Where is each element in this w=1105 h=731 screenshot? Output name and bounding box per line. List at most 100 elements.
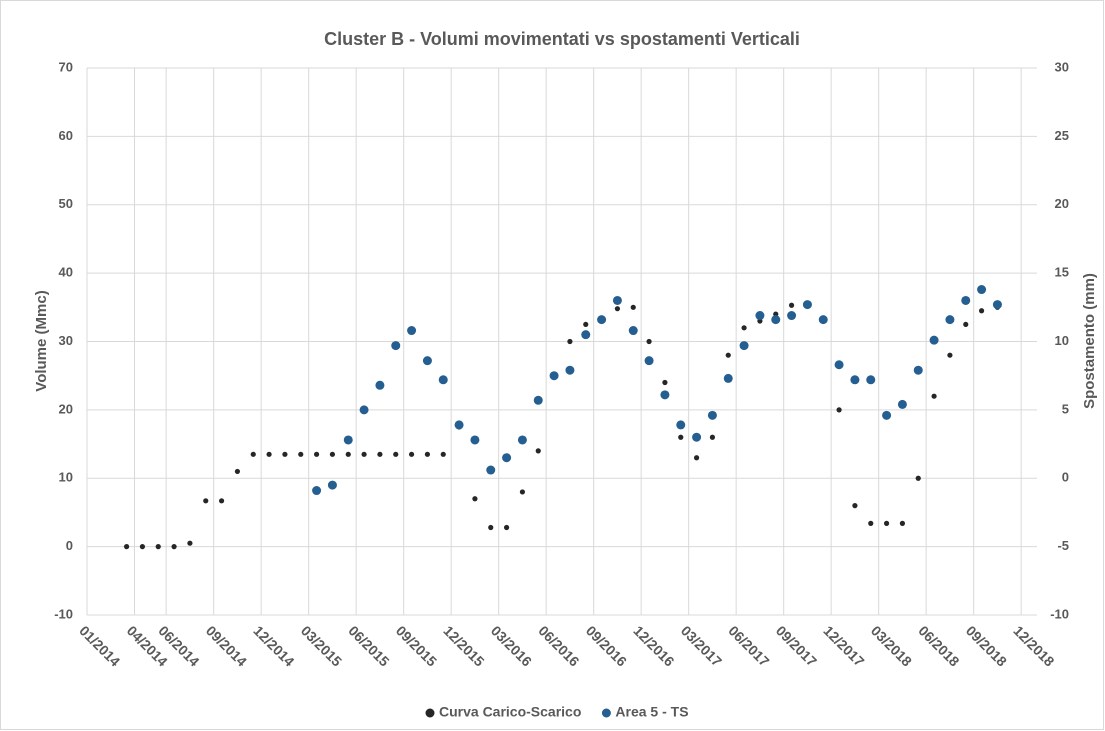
data-point [597, 315, 607, 325]
data-point [343, 435, 353, 445]
y2-tick-label: 0 [1062, 470, 1069, 485]
data-point [282, 451, 288, 457]
data-point [992, 300, 1002, 310]
data-point [834, 360, 844, 370]
data-point [535, 448, 541, 454]
data-point [391, 341, 401, 351]
data-point [361, 451, 367, 457]
data-point [486, 465, 496, 475]
data-point [454, 420, 464, 430]
data-point [345, 451, 351, 457]
data-point [583, 321, 589, 328]
data-point [533, 395, 543, 405]
data-point [802, 300, 812, 310]
data-point [755, 311, 765, 321]
data-point [868, 520, 874, 526]
y2-tick-label: 5 [1062, 401, 1069, 416]
data-point [171, 544, 177, 550]
legend-marker [601, 708, 611, 718]
data-point [614, 306, 621, 312]
data-point [883, 520, 890, 526]
data-point [393, 451, 399, 457]
data-point [662, 379, 668, 386]
data-point [503, 524, 510, 531]
data-point [470, 435, 480, 445]
data-point [203, 498, 209, 504]
data-point [440, 451, 446, 457]
data-point [709, 434, 716, 440]
y-tick-label: -10 [54, 606, 73, 621]
data-point [472, 496, 478, 502]
data-point [897, 399, 907, 409]
y-tick-label: 10 [59, 470, 73, 485]
data-point [488, 524, 494, 531]
data-point [771, 315, 781, 325]
data-point [723, 373, 733, 383]
data-point [630, 304, 636, 310]
y-tick-label: 20 [59, 401, 73, 416]
data-point [961, 295, 971, 305]
y-tick-label: 70 [59, 59, 73, 74]
data-point [788, 302, 795, 308]
data-point [787, 311, 797, 321]
data-point [931, 393, 937, 399]
data-point [266, 451, 272, 457]
data-point [678, 434, 684, 440]
data-point [693, 455, 700, 461]
data-point [836, 407, 842, 413]
y2-tick-label: 10 [1055, 333, 1069, 348]
data-point [218, 498, 225, 504]
data-point [408, 451, 415, 457]
data-point [298, 451, 304, 457]
data-point [438, 375, 448, 385]
y2-tick-label: 15 [1055, 265, 1069, 280]
data-point [327, 480, 337, 490]
y-tick-label: 60 [59, 128, 73, 143]
data-point [899, 520, 906, 526]
y-tick-label: 50 [59, 196, 73, 211]
y2-tick-label: 20 [1055, 196, 1069, 211]
data-point [945, 315, 955, 325]
data-point [424, 451, 431, 457]
data-point [977, 285, 987, 295]
y2-tick-label: 25 [1055, 128, 1069, 143]
data-point [565, 365, 575, 375]
data-point [422, 356, 432, 366]
data-point [567, 338, 573, 345]
data-point [739, 341, 749, 351]
data-point [517, 435, 527, 445]
data-point [725, 352, 731, 358]
data-point [187, 540, 193, 546]
y-tick-label: 0 [66, 538, 73, 553]
data-point [915, 475, 921, 481]
data-point [628, 326, 638, 336]
y2-tick-label: -10 [1050, 606, 1069, 621]
data-point [644, 356, 654, 366]
data-point [375, 380, 385, 390]
data-point [676, 420, 686, 430]
data-point [707, 410, 717, 420]
data-point [250, 451, 256, 457]
data-point [850, 375, 860, 385]
data-point [963, 321, 969, 328]
data-point [866, 375, 876, 385]
y-tick-label: 30 [59, 333, 73, 348]
data-point [646, 338, 652, 345]
data-point [377, 451, 383, 457]
data-point [660, 390, 670, 400]
data-point [139, 544, 146, 550]
legend-marker [425, 708, 435, 718]
data-point [519, 489, 526, 495]
y2-tick-label: 30 [1055, 59, 1069, 74]
data-point [123, 544, 130, 550]
data-point [882, 410, 892, 420]
data-point [407, 326, 417, 336]
y-tick-label: 40 [59, 265, 73, 280]
data-point [741, 325, 747, 331]
data-point [612, 295, 622, 305]
data-point [549, 371, 559, 381]
legend-label: Curva Carico-Scarico [439, 704, 581, 720]
data-point [913, 365, 923, 375]
